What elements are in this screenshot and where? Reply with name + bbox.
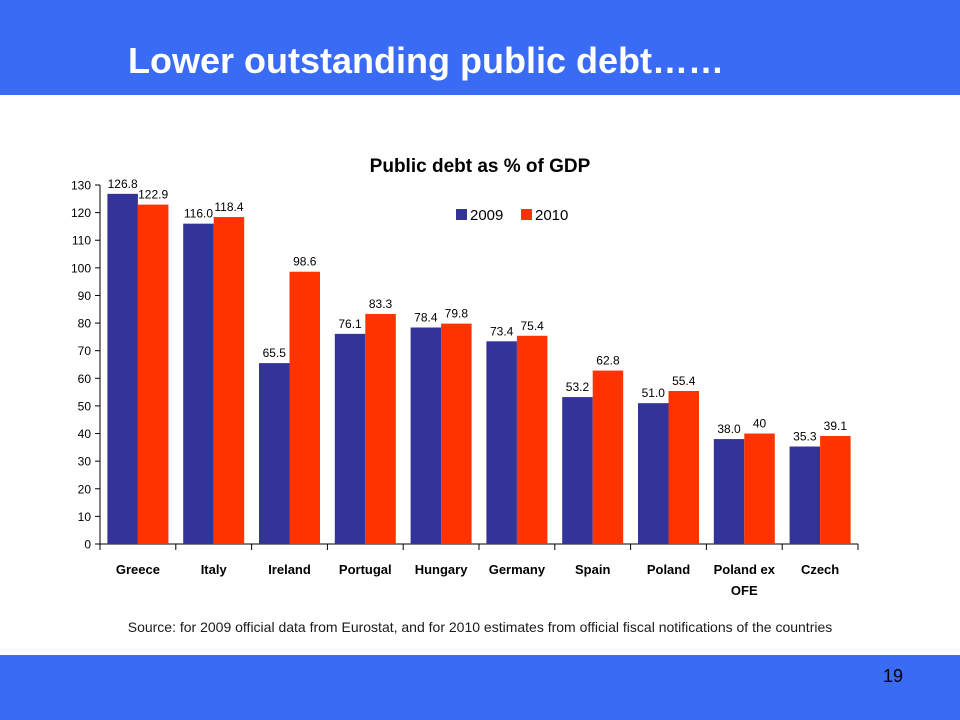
legend-label-2010: 2010 <box>535 207 568 224</box>
value-label-2010: 83.3 <box>369 297 393 311</box>
bar-2010 <box>820 436 851 544</box>
bar-2010 <box>289 271 320 544</box>
bar-2009 <box>713 439 745 544</box>
category-label: Poland ex <box>714 562 776 577</box>
bar-2009 <box>334 333 366 544</box>
category-label: Hungary <box>415 562 469 577</box>
bar-2009 <box>259 363 290 544</box>
y-tick-label: 120 <box>71 206 91 220</box>
category-label: Germany <box>489 562 546 577</box>
value-label-2010: 75.4 <box>520 319 544 333</box>
category-label: Greece <box>116 562 160 577</box>
value-label-2010: 62.8 <box>596 354 620 368</box>
page-number: 19 <box>882 666 903 686</box>
bar-2010 <box>213 217 245 544</box>
bar-2010 <box>516 335 548 544</box>
y-tick-label: 110 <box>72 234 91 248</box>
category-label: Italy <box>201 562 228 577</box>
category-label: Spain <box>575 562 610 577</box>
debt-bar-chart: Public debt as % of GDP 0 10 20 30 40 50 60 70 80… <box>71 156 859 598</box>
value-label-2009: 51.0 <box>642 386 666 400</box>
y-tick-label: 70 <box>78 344 92 358</box>
legend-swatch-2009 <box>456 209 467 220</box>
value-label-2009: 65.5 <box>263 346 287 360</box>
bar-2009 <box>638 403 669 544</box>
value-label-2009: 35.3 <box>793 430 817 444</box>
value-label-2009: 38.0 <box>717 422 741 436</box>
y-tick-label: 30 <box>78 455 92 469</box>
value-label-2010: 118.4 <box>214 200 243 214</box>
y-tick-label: 40 <box>78 427 92 441</box>
bar-2010 <box>137 204 169 544</box>
value-label-2009: 78.4 <box>414 310 438 324</box>
bar-2009 <box>789 446 821 544</box>
y-tick-label: 10 <box>78 510 92 524</box>
slide-title: Lower outstanding public debt…… <box>128 40 724 81</box>
y-tick-label: 80 <box>78 317 92 331</box>
y-tick-label: 130 <box>71 179 91 193</box>
bar-2010 <box>592 370 624 544</box>
value-label-2009: 73.4 <box>490 324 514 338</box>
y-tick-label: 20 <box>78 482 92 496</box>
chart-area: Public debt as % of GDP 0 10 20 30 40 50 60 70 80… <box>0 95 960 655</box>
y-tick-label: 100 <box>71 261 91 275</box>
source-note: Source: for 2009 official data from Euro… <box>127 619 833 635</box>
bar-2009 <box>107 193 138 545</box>
footer-band: 19 <box>0 655 960 720</box>
title-band <box>0 0 960 95</box>
value-label-2010: 39.1 <box>824 419 848 433</box>
bar-2009 <box>562 397 593 544</box>
value-label-2010: 79.8 <box>445 307 469 321</box>
value-label-2010: 40 <box>753 417 767 431</box>
value-label-2010: 98.6 <box>293 255 317 269</box>
category-label: Ireland <box>268 562 311 577</box>
bar-2009 <box>486 341 517 544</box>
bar-2010 <box>365 313 396 544</box>
y-tick-label: 50 <box>78 399 92 413</box>
y-tick-label: 90 <box>78 289 92 303</box>
category-label: OFE <box>731 583 758 598</box>
bar-2010 <box>744 433 775 544</box>
chart-title: Public debt as % of GDP <box>370 156 591 177</box>
bar-2010 <box>441 323 472 544</box>
bar-2009 <box>183 223 214 544</box>
legend-label-2009: 2009 <box>470 207 503 224</box>
y-tick-label: 60 <box>78 372 92 386</box>
category-label: Czech <box>801 562 839 577</box>
category-label: Portugal <box>339 562 392 577</box>
legend-swatch-2010 <box>521 209 532 220</box>
value-label-2009: 76.1 <box>338 317 362 331</box>
value-label-2009: 116.0 <box>184 207 213 221</box>
value-label-2010: 122.9 <box>138 188 168 202</box>
y-tick-label: 0 <box>84 538 91 552</box>
value-label-2009: 53.2 <box>566 380 590 394</box>
bar-2010 <box>668 391 699 544</box>
value-label-2010: 55.4 <box>672 374 696 388</box>
category-label: Poland <box>647 562 690 577</box>
bar-2009 <box>410 327 442 544</box>
value-label-2009: 126.8 <box>108 177 138 191</box>
